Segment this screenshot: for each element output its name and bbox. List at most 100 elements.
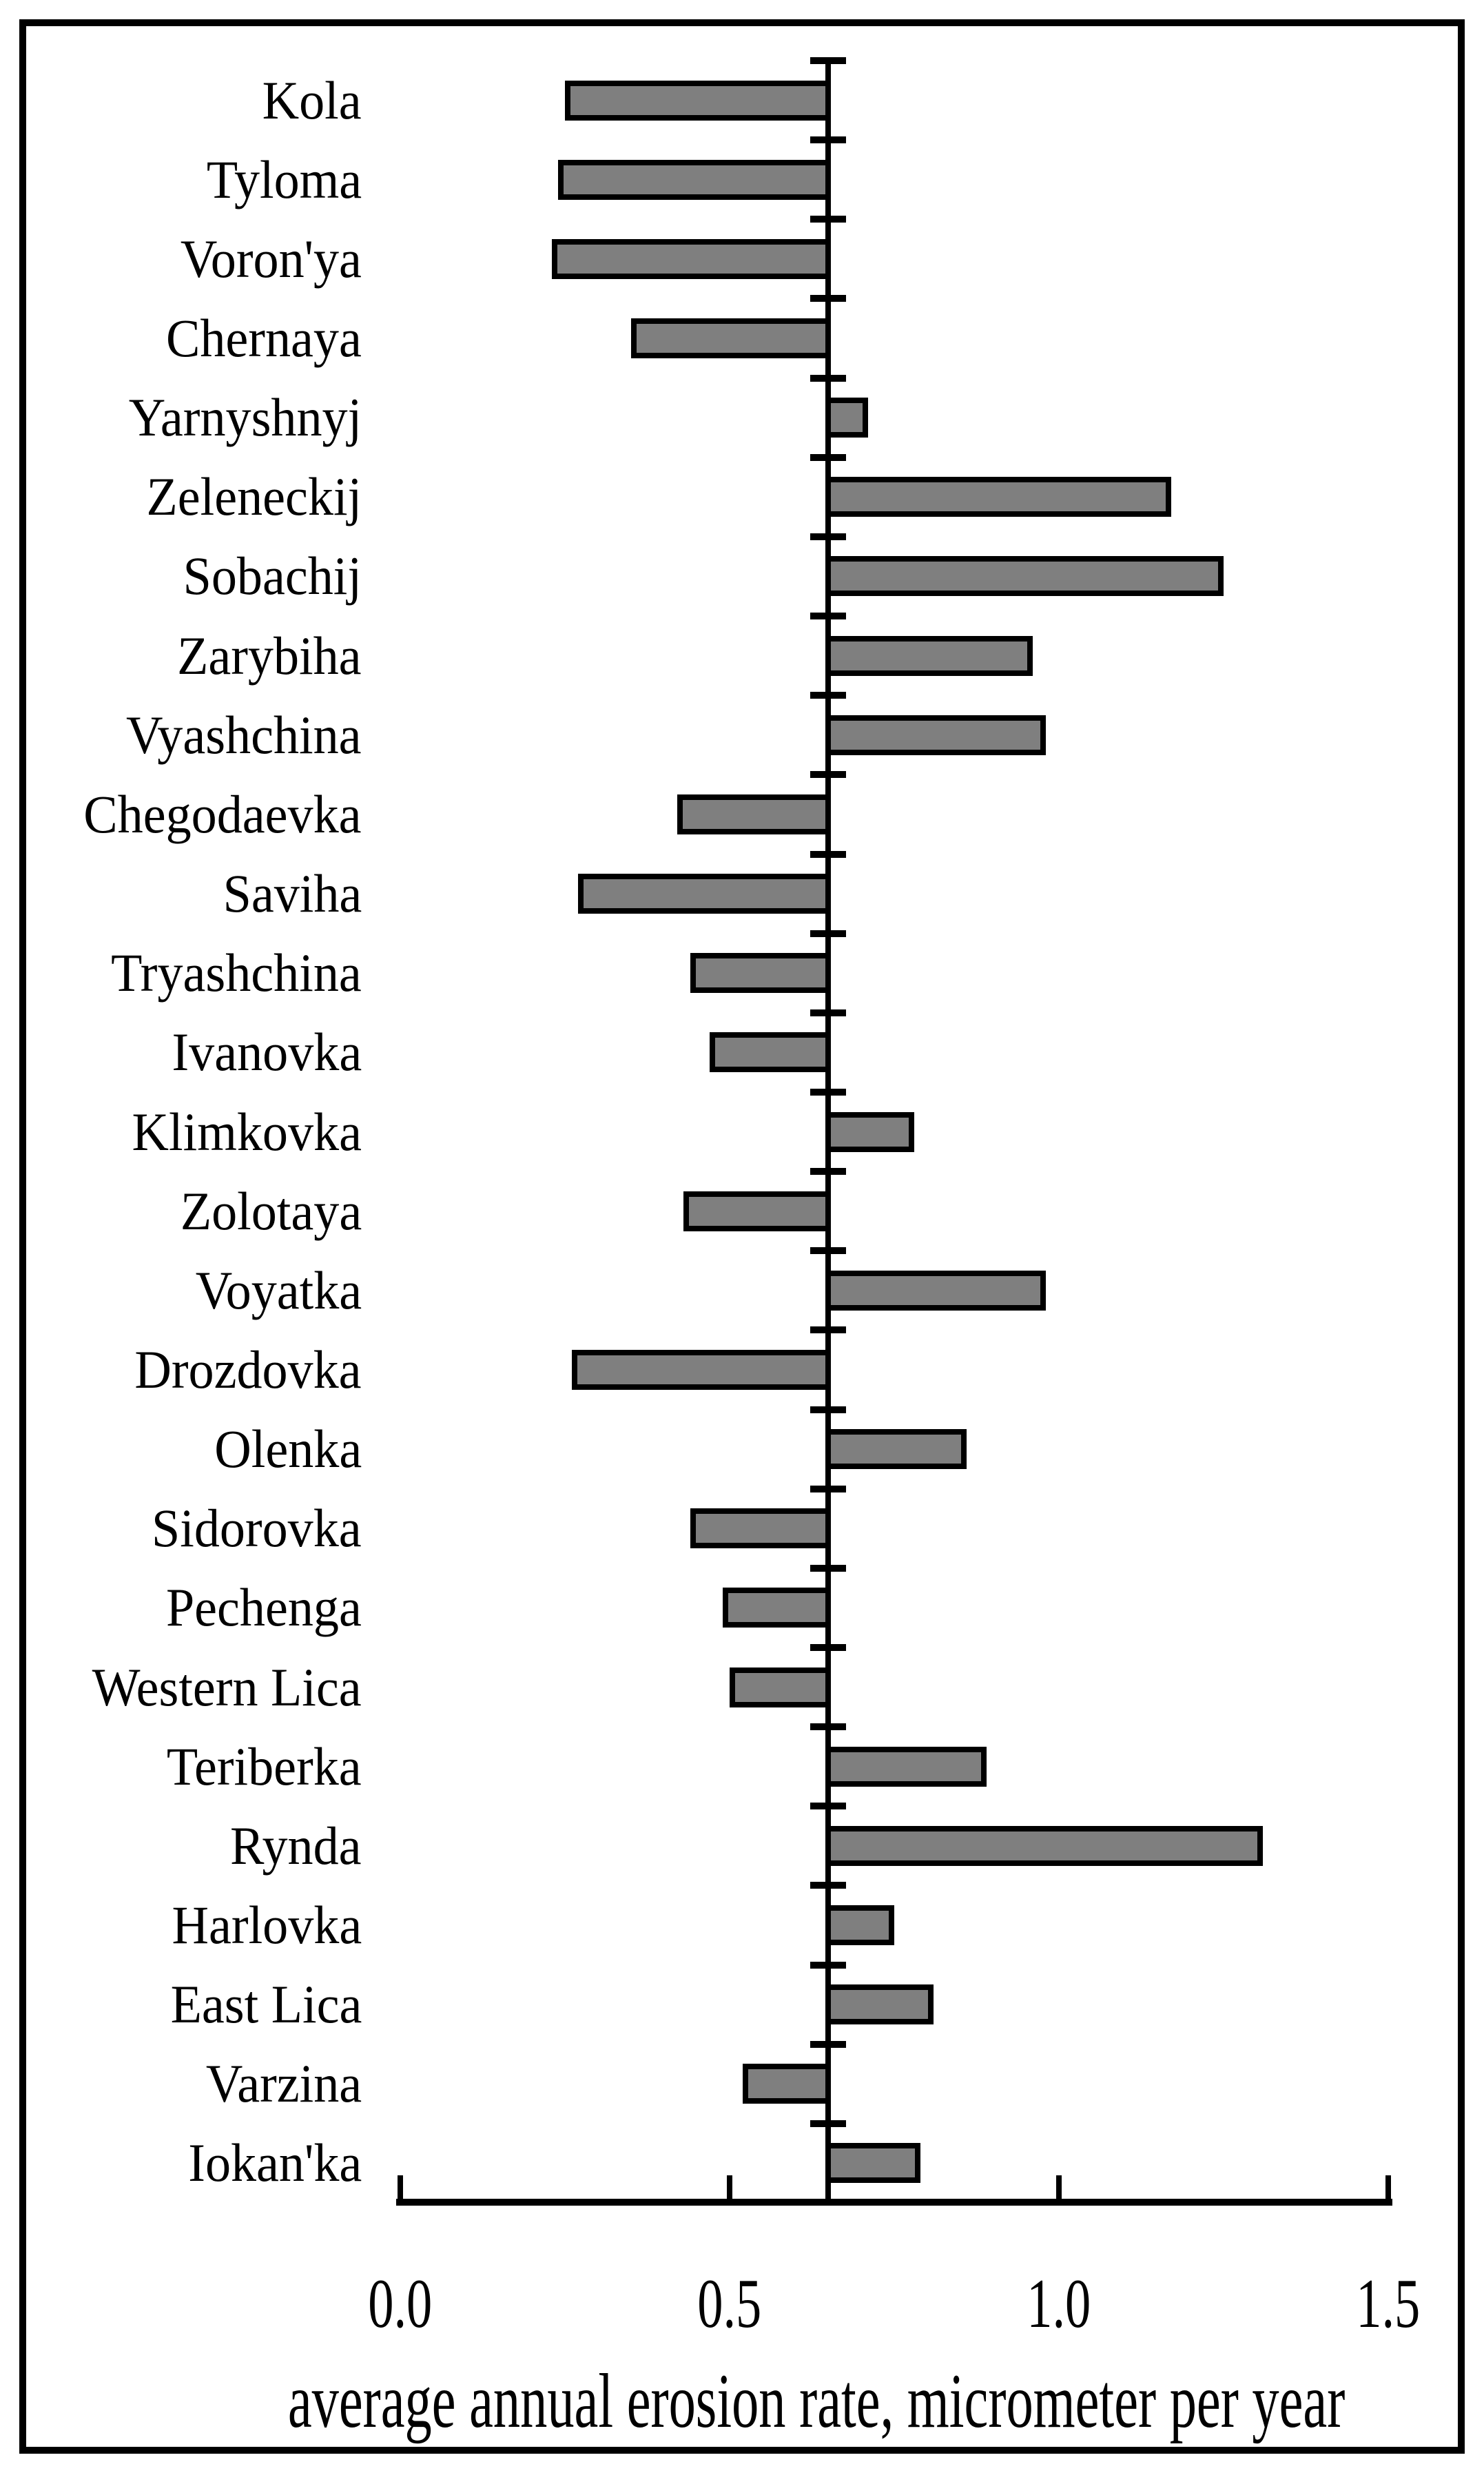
category-label-text: Sobachij bbox=[183, 546, 362, 606]
category-label: Voyatka bbox=[48, 1251, 362, 1330]
category-label: Harlovka bbox=[48, 1885, 362, 1964]
x-axis-tick bbox=[398, 2175, 403, 2199]
category-label-text: Voyatka bbox=[195, 1260, 362, 1320]
category-label-text: Kola bbox=[262, 70, 362, 130]
bar bbox=[825, 556, 1224, 597]
baseline-axis-line bbox=[825, 61, 832, 2204]
category-label-text: Iokan'ka bbox=[187, 2133, 362, 2193]
category-label-text: Zarybiha bbox=[177, 625, 362, 686]
category-label-text: Olenka bbox=[214, 1419, 362, 1479]
bar bbox=[825, 1905, 894, 1946]
baseline-tick bbox=[810, 2120, 847, 2127]
category-label: Zarybiha bbox=[48, 616, 362, 695]
category-label-text: Zeleneckij bbox=[146, 466, 362, 527]
baseline-tick bbox=[810, 850, 847, 858]
bar bbox=[578, 874, 832, 914]
bar bbox=[825, 1111, 914, 1152]
baseline-tick bbox=[810, 1644, 847, 1651]
baseline-tick bbox=[810, 1168, 847, 1176]
category-label-text: Teriberka bbox=[167, 1736, 362, 1796]
baseline-tick bbox=[810, 1406, 847, 1413]
x-tick-label-text: 0.5 bbox=[697, 2265, 762, 2343]
baseline-tick bbox=[810, 453, 847, 461]
category-label-text: Tyloma bbox=[206, 149, 362, 209]
baseline-tick bbox=[810, 1088, 847, 1096]
x-axis-title-text: average annual erosion rate, micrometer … bbox=[287, 2359, 1346, 2444]
bar bbox=[571, 1349, 832, 1390]
category-label: Tyloma bbox=[48, 140, 362, 219]
baseline-tick bbox=[810, 533, 847, 540]
category-label-text: Saviha bbox=[223, 863, 362, 924]
category-label-text: Vyashchina bbox=[126, 704, 362, 765]
category-label: Varzina bbox=[48, 2044, 362, 2124]
baseline-tick bbox=[810, 1326, 847, 1334]
baseline-tick bbox=[810, 692, 847, 699]
baseline-tick bbox=[810, 613, 847, 620]
category-label-text: Zolotaya bbox=[180, 1180, 362, 1241]
x-axis-tick bbox=[1056, 2175, 1062, 2199]
category-label: Chegodaevka bbox=[48, 774, 362, 854]
category-label-text: Tryashchina bbox=[111, 943, 362, 1003]
x-tick-label: 0.0 bbox=[324, 2266, 476, 2342]
category-label: Drozdovka bbox=[48, 1330, 362, 1409]
bar bbox=[825, 715, 1046, 755]
category-label-text: Pechenga bbox=[166, 1577, 362, 1638]
category-label: Sidorovka bbox=[48, 1489, 362, 1568]
category-label-text: Rynda bbox=[230, 1815, 362, 1876]
baseline-tick bbox=[810, 930, 847, 937]
x-axis-title: average annual erosion rate, micrometer … bbox=[0, 2360, 1484, 2443]
category-label: Sobachij bbox=[48, 537, 362, 616]
category-label: Zeleneckij bbox=[48, 458, 362, 537]
category-label-text: Chernaya bbox=[166, 308, 362, 368]
category-label: Zolotaya bbox=[48, 1171, 362, 1251]
bar bbox=[710, 1032, 832, 1073]
category-label: Yarnyshnyj bbox=[48, 378, 362, 458]
category-label: Kola bbox=[48, 61, 362, 140]
figure-border bbox=[19, 19, 1465, 2454]
bar bbox=[825, 1746, 987, 1787]
category-label: Chernaya bbox=[48, 298, 362, 378]
baseline-tick bbox=[810, 374, 847, 382]
x-axis-tick bbox=[1385, 2175, 1391, 2199]
baseline-tick bbox=[810, 1961, 847, 1969]
category-label: Voron'ya bbox=[48, 219, 362, 298]
baseline-tick bbox=[810, 771, 847, 779]
category-label: Tryashchina bbox=[48, 934, 362, 1013]
bar bbox=[825, 1825, 1264, 1866]
baseline-tick bbox=[810, 1803, 847, 1810]
baseline-tick bbox=[810, 57, 847, 64]
category-label: Western Lica bbox=[48, 1648, 362, 1727]
category-label-text: Western Lica bbox=[92, 1656, 362, 1717]
bar bbox=[690, 1508, 832, 1549]
x-tick-label: 0.5 bbox=[654, 2266, 805, 2342]
x-tick-label-text: 0.0 bbox=[368, 2265, 433, 2343]
category-label: Vyashchina bbox=[48, 695, 362, 774]
category-label-text: Drozdovka bbox=[134, 1339, 362, 1399]
category-label-text: Sidorovka bbox=[152, 1498, 362, 1559]
bar bbox=[825, 1429, 967, 1470]
x-axis-tick bbox=[727, 2175, 732, 2199]
baseline-tick bbox=[810, 2040, 847, 2048]
x-tick-label: 1.5 bbox=[1312, 2266, 1464, 2342]
bar bbox=[723, 1588, 832, 1628]
bar bbox=[677, 794, 832, 834]
category-label: Pechenga bbox=[48, 1568, 362, 1648]
bar bbox=[730, 1667, 832, 1707]
bar bbox=[690, 953, 832, 994]
category-label-text: Chegodaevka bbox=[83, 783, 362, 844]
category-label: Teriberka bbox=[48, 1727, 362, 1806]
category-label-text: East Lica bbox=[170, 1974, 362, 2035]
baseline-tick bbox=[810, 1485, 847, 1492]
baseline-tick bbox=[810, 1247, 847, 1255]
category-label-text: Yarnyshnyj bbox=[128, 387, 362, 448]
bar bbox=[558, 159, 832, 200]
bar bbox=[551, 238, 832, 279]
category-label-text: Voron'ya bbox=[180, 228, 362, 289]
bar bbox=[825, 477, 1171, 517]
category-label-text: Ivanovka bbox=[172, 1022, 362, 1082]
x-tick-label-text: 1.0 bbox=[1027, 2265, 1091, 2343]
category-label: Rynda bbox=[48, 1806, 362, 1885]
baseline-tick bbox=[810, 1009, 847, 1016]
x-axis-line bbox=[396, 2199, 1392, 2206]
